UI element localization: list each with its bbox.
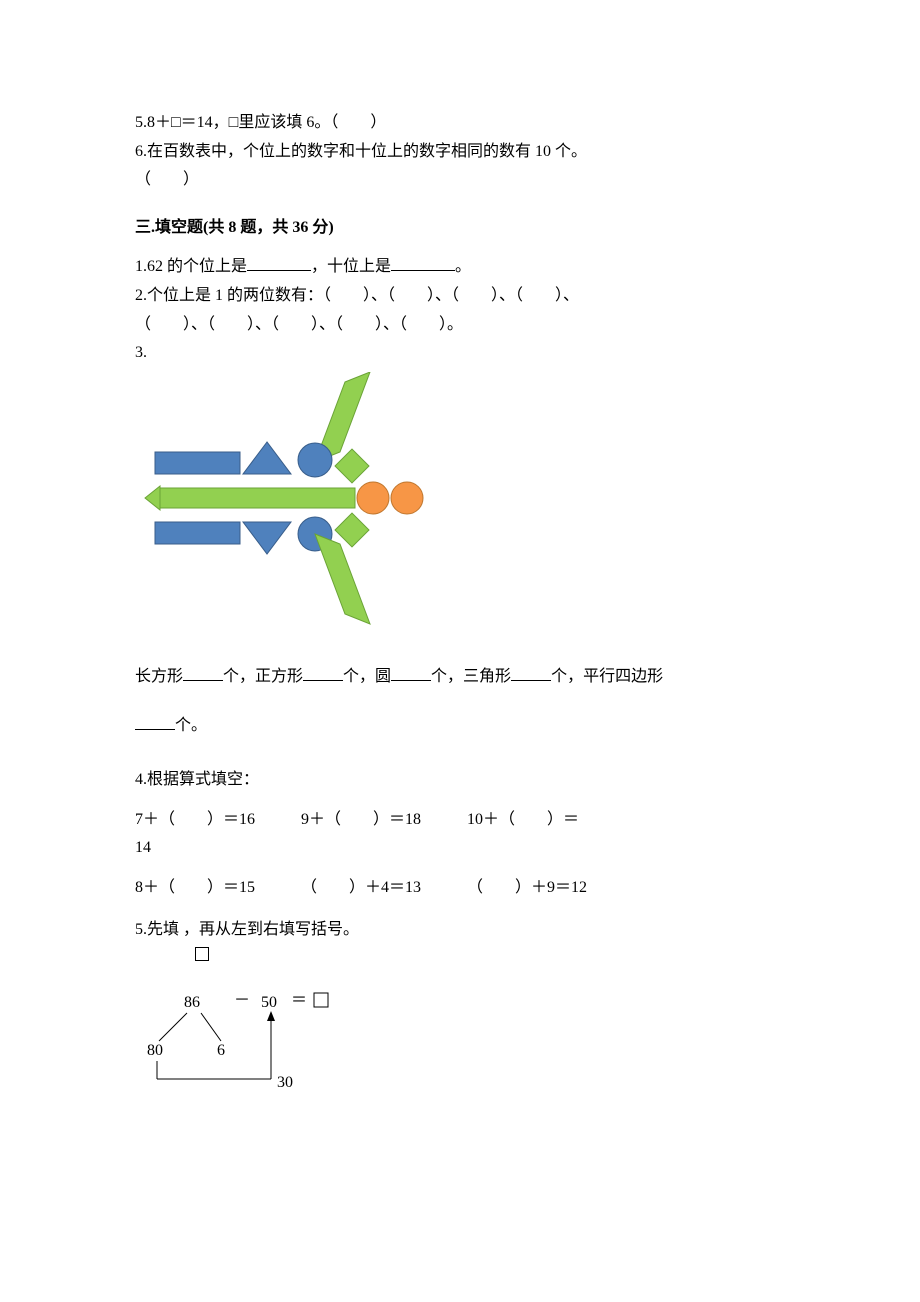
d-n50: 50 (261, 994, 277, 1011)
q4-r2-c: （ ）＋9＝12 (467, 879, 587, 896)
fill-q4-row1: 7＋（ ）＝16 9＋（ ）＝18 10＋（ ）＝ (135, 807, 785, 833)
d-result-box (314, 993, 328, 1007)
fill-q1: 1.62 的个位上是 ，十位上是 。 (135, 254, 785, 280)
arrowhead-icon (267, 1011, 275, 1021)
box-icon (195, 947, 209, 961)
fill-q2-line2: （ ）、（ ）、（ ）、（ ）、（ ）。 (135, 312, 785, 338)
q5-b: ，再从左到右填写括号。 (183, 921, 359, 938)
fill-q4-row2: 8＋（ ）＝15 （ ）＋4＝13 （ ）＋9＝12 (135, 875, 785, 901)
blank (303, 664, 343, 681)
d-eq: ＝ (291, 992, 307, 1009)
blank (247, 254, 311, 271)
rect-label: 长方形 (135, 668, 183, 685)
circle-shape (298, 443, 332, 477)
q5-diagram: 86 － 50 ＝ 80 6 30 (139, 979, 785, 1108)
square-shape (335, 449, 369, 483)
triangle-shape (243, 442, 291, 474)
circle-shape (357, 482, 389, 514)
d-n6: 6 (217, 1042, 225, 1059)
triangle-shape (243, 522, 291, 554)
fill-q4-title: 4.根据算式填空： (135, 767, 785, 793)
q4-r1-a: 7＋（ ）＝16 (135, 811, 255, 828)
shape-count-tail: 个。 (135, 707, 785, 745)
blank (135, 713, 175, 730)
blank (391, 254, 455, 271)
d-n86: 86 (184, 994, 200, 1011)
fill-q3-label: 3. (135, 340, 785, 366)
q5-box-holder (193, 943, 785, 969)
tail: 个。 (175, 717, 207, 734)
q4-r2-a: 8＋（ ）＝15 (135, 879, 255, 896)
shapes-svg (135, 372, 435, 632)
q4-r2-b: （ ）＋4＝13 (301, 879, 421, 896)
blank (391, 664, 431, 681)
shape-count-line: 长方形 个，正方形 个，圆 个，三角形 个，平行四边形 (135, 658, 785, 696)
d-minus: － (234, 992, 250, 1009)
circle-label: 个，圆 (343, 668, 391, 685)
q5-a: 5.先填 (135, 921, 179, 938)
fill-q4-row1b: 14 (135, 835, 785, 861)
blank (183, 664, 223, 681)
circle-shape (391, 482, 423, 514)
d-n30: 30 (277, 1074, 293, 1091)
parallelogram-shape (315, 534, 370, 624)
triangle-shape (145, 486, 160, 510)
q4-r1-b: 9＋（ ）＝18 (301, 811, 421, 828)
blank (511, 664, 551, 681)
square-label: 个，正方形 (223, 668, 303, 685)
para-label: 个，平行四边形 (551, 668, 663, 685)
triangle-label: 个，三角形 (431, 668, 511, 685)
shapes-figure (135, 372, 785, 641)
rectangle-shape (155, 522, 240, 544)
q4-r1-c: 10＋（ ）＝ (467, 811, 579, 828)
q5-diagram-svg: 86 － 50 ＝ 80 6 30 (139, 979, 369, 1099)
judge-q6-line1: 6.在百数表中，个位上的数字和十位上的数字相同的数有 10 个。 (135, 139, 785, 165)
fill-q5-line: 5.先填 ，再从左到右填写括号。 (135, 917, 785, 943)
judge-q6-line2: （ ） (135, 167, 785, 193)
judge-q5: 5.8＋□＝14，□里应该填 6。（ ） (135, 110, 785, 136)
section3-title: 三.填空题(共 8 题，共 36 分) (135, 215, 785, 241)
worksheet-page: 5.8＋□＝14，□里应该填 6。（ ） 6.在百数表中，个位上的数字和十位上的… (0, 0, 920, 1302)
fill-q1-c: 。 (455, 258, 471, 275)
d-n80: 80 (147, 1042, 163, 1059)
fill-q1-b: ，十位上是 (311, 258, 391, 275)
fill-q2-line1: 2.个位上是 1 的两位数有：（ ）、（ ）、（ ）、（ ）、 (135, 283, 785, 309)
rectangle-shape (155, 452, 240, 474)
square-shape (335, 513, 369, 547)
rectangle-shape (160, 488, 355, 508)
fill-q1-a: 1.62 的个位上是 (135, 258, 247, 275)
